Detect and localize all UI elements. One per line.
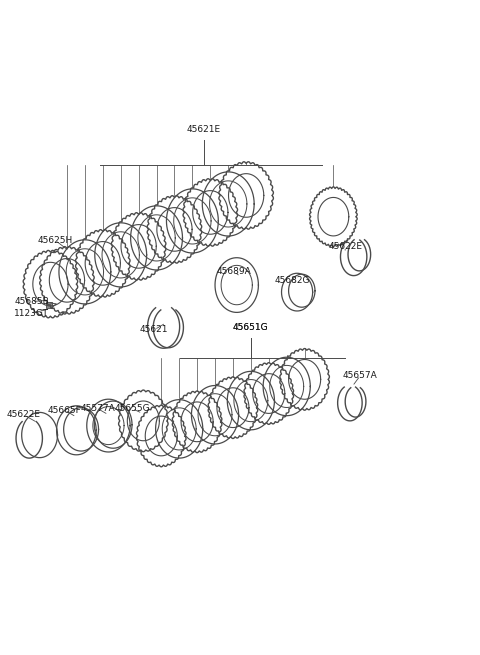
Text: 45622E: 45622E [328, 242, 362, 251]
Text: 45651G: 45651G [233, 323, 269, 332]
Text: 45685B: 45685B [14, 297, 49, 306]
Text: 45621: 45621 [140, 326, 168, 334]
Text: 45655G: 45655G [114, 404, 150, 413]
Text: 45689A: 45689A [217, 267, 252, 276]
Text: 45657A: 45657A [343, 371, 378, 380]
FancyBboxPatch shape [46, 301, 52, 308]
Text: 45622E: 45622E [7, 410, 41, 419]
Text: 45651G: 45651G [233, 323, 269, 332]
Text: 45577A: 45577A [80, 404, 115, 413]
Text: 1123GT: 1123GT [14, 309, 49, 318]
Text: 45665F: 45665F [48, 405, 82, 415]
Text: 45682G: 45682G [275, 276, 310, 285]
Text: 45621E: 45621E [187, 125, 221, 134]
Text: 45625H: 45625H [37, 236, 73, 245]
